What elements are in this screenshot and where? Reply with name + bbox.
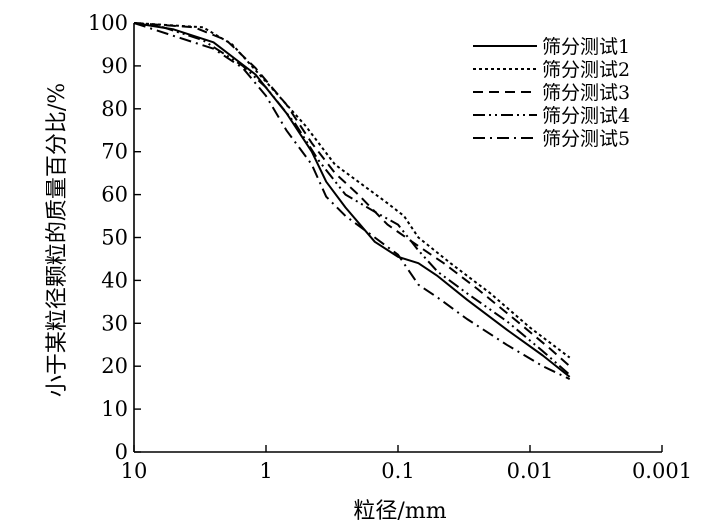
legend-label-4: 筛分测试4: [542, 105, 630, 127]
x-axis-ticks: 10 1 0.1 0.01 0.001: [121, 445, 692, 483]
series-line-3: [133, 22, 571, 367]
x-tick-label: 1: [259, 459, 272, 483]
x-tick-label: 0.001: [632, 459, 692, 483]
x-tick-label: 0.1: [381, 459, 414, 483]
y-tick-label: 80: [101, 97, 128, 121]
y-tick-label: 10: [101, 397, 128, 421]
y-tick-label: 0: [115, 440, 128, 464]
x-tick-label: 0.01: [507, 459, 554, 483]
legend-label-3: 筛分测试3: [542, 82, 630, 104]
series-line-5: [133, 22, 571, 381]
y-tick-label: 50: [101, 226, 128, 250]
y-tick-label: 40: [101, 268, 128, 292]
x-axis-title: 粒径/mm: [353, 499, 446, 524]
y-tick-label: 90: [101, 54, 128, 78]
y-tick-label: 70: [101, 140, 128, 164]
legend-label-2: 筛分测试2: [542, 59, 630, 81]
legend-label-1: 筛分测试1: [542, 36, 630, 58]
series-line-4: [133, 22, 571, 376]
y-tick-label: 30: [101, 311, 128, 335]
x-tick-label: 10: [121, 459, 148, 483]
y-axis-title: 小于某粒径颗粒的质量百分比/%: [45, 83, 70, 397]
y-axis-ticks: 0 10 20 30 40 50 60 70 80 90 100: [88, 11, 141, 464]
series-line-1: [133, 22, 571, 378]
y-tick-label: 20: [101, 354, 128, 378]
series-line-2: [133, 22, 571, 359]
series-lines: [133, 22, 571, 381]
legend-label-5: 筛分测试5: [542, 128, 630, 150]
y-tick-label: 100: [88, 11, 128, 35]
y-tick-label: 60: [101, 183, 128, 207]
